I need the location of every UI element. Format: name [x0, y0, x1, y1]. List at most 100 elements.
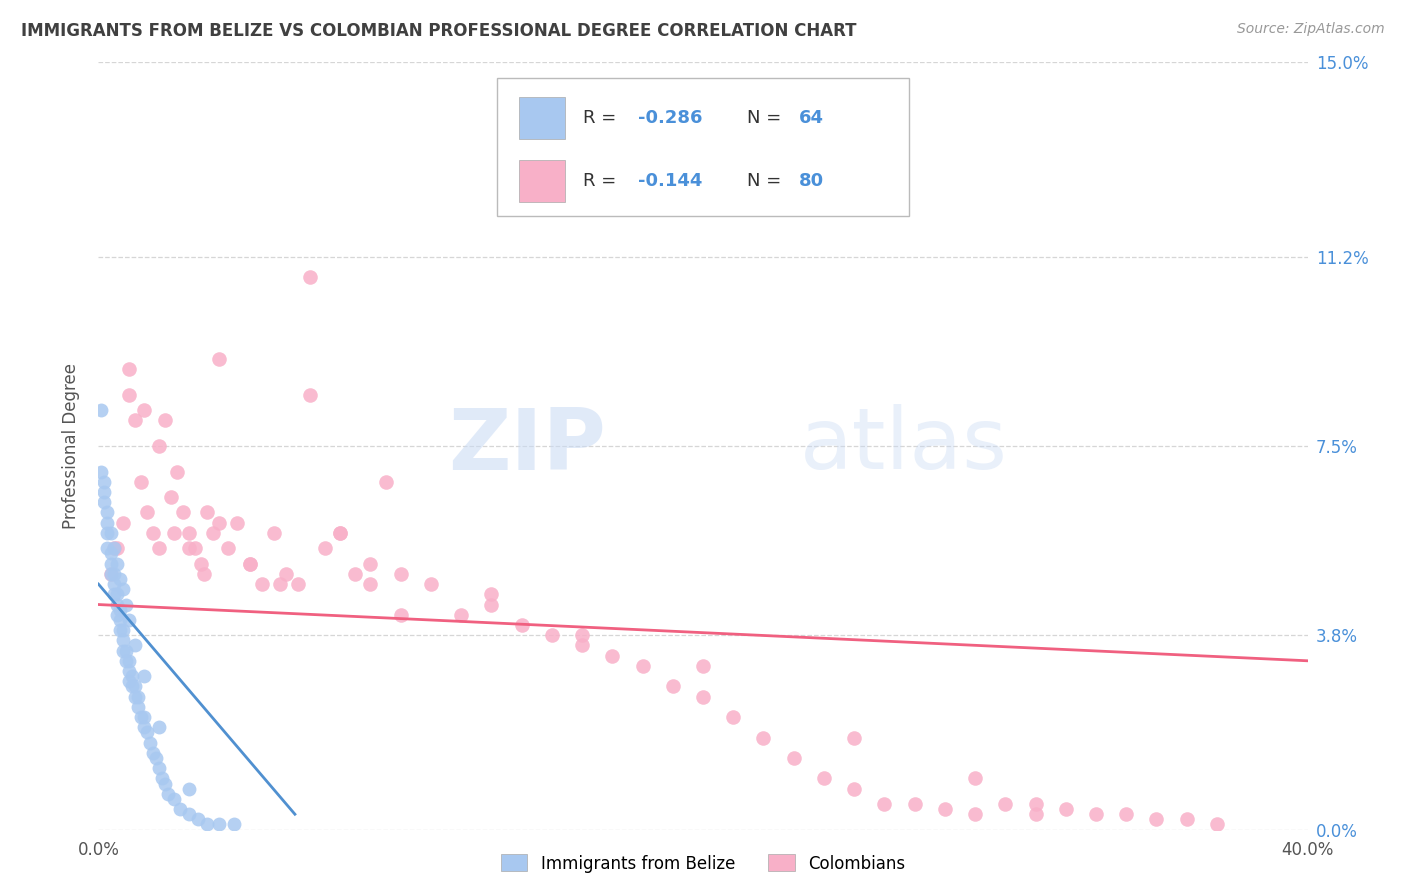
Point	[100, 525, 122, 540]
Point	[118, 388, 141, 402]
Point	[111, 633, 134, 648]
Point	[90, 465, 112, 479]
Point	[274, 566, 297, 581]
Point	[96, 516, 118, 530]
Point	[145, 751, 167, 765]
Point	[121, 669, 143, 683]
Point	[195, 506, 218, 520]
Point	[389, 566, 412, 581]
Point	[360, 557, 382, 571]
Point	[153, 776, 176, 790]
Text: ZIP: ZIP	[449, 404, 606, 488]
Point	[389, 607, 412, 622]
Point	[100, 546, 122, 560]
Point	[139, 736, 162, 750]
Point	[1024, 807, 1046, 822]
Point	[148, 541, 170, 556]
Point	[105, 598, 128, 612]
Point	[108, 623, 131, 637]
Point	[190, 557, 212, 571]
Point	[195, 817, 218, 831]
Point	[1024, 797, 1046, 811]
Point	[142, 746, 165, 760]
Point	[1085, 807, 1108, 822]
Point	[314, 541, 336, 556]
Point	[142, 525, 165, 540]
Point	[299, 388, 322, 402]
Point	[844, 781, 866, 796]
Point	[510, 618, 533, 632]
Point	[132, 710, 155, 724]
Point	[111, 643, 134, 657]
Point	[127, 690, 149, 704]
Point	[692, 690, 714, 704]
FancyBboxPatch shape	[519, 160, 565, 202]
Point	[329, 525, 352, 540]
Point	[148, 720, 170, 734]
Point	[105, 607, 128, 622]
Point	[118, 674, 141, 689]
Text: -0.286: -0.286	[638, 109, 702, 127]
Point	[374, 475, 396, 489]
Point	[450, 607, 472, 622]
Point	[179, 541, 201, 556]
Point	[111, 516, 134, 530]
Point	[217, 541, 239, 556]
Point	[179, 807, 201, 822]
Point	[965, 807, 987, 822]
Point	[239, 557, 262, 571]
Point	[602, 648, 624, 663]
Point	[193, 566, 215, 581]
Point	[1175, 813, 1198, 827]
Point	[1206, 817, 1229, 831]
Point	[269, 577, 291, 591]
Point	[124, 639, 146, 653]
Point	[287, 577, 309, 591]
Point	[692, 659, 714, 673]
Point	[111, 582, 134, 597]
Point	[813, 772, 835, 786]
Point	[93, 485, 115, 500]
Point	[127, 699, 149, 714]
Point	[239, 557, 262, 571]
Point	[208, 817, 231, 831]
Point	[163, 792, 186, 806]
Point	[135, 506, 157, 520]
Point	[752, 731, 775, 745]
Point	[103, 577, 125, 591]
Point	[93, 495, 115, 509]
Text: N =: N =	[747, 172, 786, 190]
Point	[105, 557, 128, 571]
Point	[118, 664, 141, 678]
Point	[90, 403, 112, 417]
Point	[172, 506, 194, 520]
Point	[108, 613, 131, 627]
Point	[111, 623, 134, 637]
Point	[994, 797, 1017, 811]
Point	[129, 710, 152, 724]
Legend: Immigrants from Belize, Colombians: Immigrants from Belize, Colombians	[494, 847, 912, 880]
Point	[114, 654, 136, 668]
Point	[179, 781, 201, 796]
Text: 64: 64	[799, 109, 824, 127]
Point	[118, 654, 141, 668]
Point	[631, 659, 654, 673]
Point	[132, 403, 155, 417]
Point	[202, 525, 225, 540]
Point	[93, 475, 115, 489]
Point	[481, 587, 503, 601]
Point	[661, 679, 683, 693]
Point	[263, 525, 285, 540]
Point	[1054, 802, 1077, 816]
Point	[121, 679, 143, 693]
Point	[103, 541, 125, 556]
Point	[135, 725, 157, 739]
Point	[124, 690, 146, 704]
Point	[965, 772, 987, 786]
Point	[118, 613, 141, 627]
Point	[100, 566, 122, 581]
Point	[571, 628, 593, 642]
Point	[723, 710, 745, 724]
Point	[783, 751, 806, 765]
Point	[118, 362, 141, 376]
